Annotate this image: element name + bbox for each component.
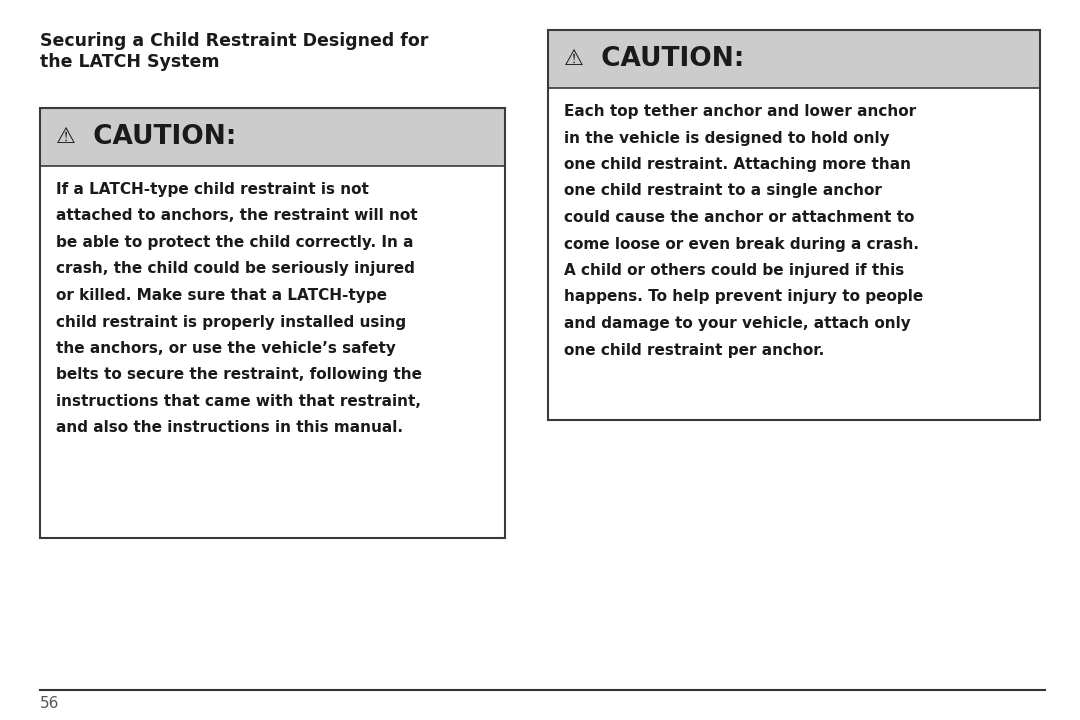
Text: attached to anchors, the restraint will not: attached to anchors, the restraint will … <box>56 209 418 223</box>
Bar <box>548 88 1040 420</box>
Text: 56: 56 <box>40 696 59 711</box>
Text: If a LATCH-type child restraint is not: If a LATCH-type child restraint is not <box>56 182 369 197</box>
Text: Securing a Child Restraint Designed for: Securing a Child Restraint Designed for <box>40 32 429 50</box>
Bar <box>40 166 505 538</box>
Text: the anchors, or use the vehicle’s safety: the anchors, or use the vehicle’s safety <box>56 341 396 356</box>
Text: instructions that came with that restraint,: instructions that came with that restrai… <box>56 394 421 409</box>
Bar <box>548 30 1040 420</box>
Text: A child or others could be injured if this: A child or others could be injured if th… <box>564 263 904 278</box>
Text: and also the instructions in this manual.: and also the instructions in this manual… <box>56 420 403 436</box>
Text: or killed. Make sure that a LATCH-type: or killed. Make sure that a LATCH-type <box>56 288 387 303</box>
Text: one child restraint per anchor.: one child restraint per anchor. <box>564 343 824 358</box>
Bar <box>548 30 1040 88</box>
Bar <box>40 108 505 166</box>
Text: happens. To help prevent injury to people: happens. To help prevent injury to peopl… <box>564 289 923 305</box>
Bar <box>40 108 505 538</box>
Text: in the vehicle is designed to hold only: in the vehicle is designed to hold only <box>564 130 890 145</box>
Text: ⚠: ⚠ <box>56 127 76 147</box>
Text: Each top tether anchor and lower anchor: Each top tether anchor and lower anchor <box>564 104 916 119</box>
Text: be able to protect the child correctly. In a: be able to protect the child correctly. … <box>56 235 414 250</box>
Text: CAUTION:: CAUTION: <box>84 124 237 150</box>
Text: one child restraint. Attaching more than: one child restraint. Attaching more than <box>564 157 912 172</box>
Text: crash, the child could be seriously injured: crash, the child could be seriously inju… <box>56 261 415 276</box>
Text: CAUTION:: CAUTION: <box>592 46 744 72</box>
Text: one child restraint to a single anchor: one child restraint to a single anchor <box>564 184 882 199</box>
Text: could cause the anchor or attachment to: could cause the anchor or attachment to <box>564 210 915 225</box>
Text: ⚠: ⚠ <box>564 49 584 69</box>
Text: belts to secure the restraint, following the: belts to secure the restraint, following… <box>56 367 422 382</box>
Text: come loose or even break during a crash.: come loose or even break during a crash. <box>564 236 919 251</box>
Text: child restraint is properly installed using: child restraint is properly installed us… <box>56 315 406 330</box>
Text: the LATCH System: the LATCH System <box>40 53 219 71</box>
Text: and damage to your vehicle, attach only: and damage to your vehicle, attach only <box>564 316 910 331</box>
